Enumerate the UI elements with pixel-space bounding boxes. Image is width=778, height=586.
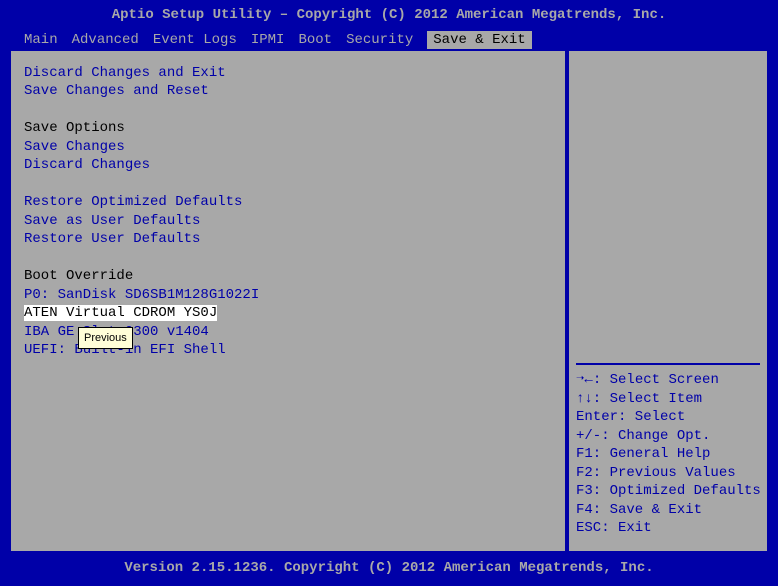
option-selected-aten-virtual-cdrom-ys0j[interactable]: ATEN Virtual CDROM YS0J xyxy=(24,305,217,321)
section-header-boot-override: Boot Override xyxy=(24,268,133,284)
title-text: Aptio Setup Utility – Copyright (C) 2012… xyxy=(112,7,667,23)
help-line: F2: Previous Values xyxy=(576,464,760,483)
footer-text: Version 2.15.1236. Copyright (C) 2012 Am… xyxy=(124,560,653,576)
option-discard-changes[interactable]: Discard Changes xyxy=(24,157,150,173)
option-save-changes[interactable]: Save Changes xyxy=(24,139,125,155)
help-keys: ➝←: Select Screen↑↓: Select ItemEnter: S… xyxy=(576,365,760,538)
menu-tab-event-logs[interactable]: Event Logs xyxy=(153,31,237,49)
section-header-save-options: Save Options xyxy=(24,120,125,136)
footer-bar: Version 2.15.1236. Copyright (C) 2012 Am… xyxy=(0,553,778,584)
content-area: Discard Changes and Exit Save Changes and… xyxy=(5,49,773,553)
help-line: ➝←: Select Screen xyxy=(576,371,760,390)
option-p0-sandisk-sd6sb1m128g1022i[interactable]: P0: SanDisk SD6SB1M128G1022I xyxy=(24,287,259,303)
right-panel: ➝←: Select Screen↑↓: Select ItemEnter: S… xyxy=(567,49,769,553)
bios-screen: Aptio Setup Utility – Copyright (C) 2012… xyxy=(0,0,778,586)
help-line: ↑↓: Select Item xyxy=(576,390,760,409)
menu-bar: Main Advanced Event Logs IPMI Boot Security Sa… xyxy=(0,31,778,49)
menu-tab-advanced[interactable]: Advanced xyxy=(72,31,139,49)
help-line: F1: General Help xyxy=(576,445,760,464)
option-discard-changes-and-exit[interactable]: Discard Changes and Exit xyxy=(24,65,226,81)
help-line: +/-: Change Opt. xyxy=(576,427,760,446)
help-line: ESC: Exit xyxy=(576,519,760,538)
help-line: F4: Save & Exit xyxy=(576,501,760,520)
option-save-as-user-defaults[interactable]: Save as User Defaults xyxy=(24,213,200,229)
option-restore-optimized-defaults[interactable]: Restore Optimized Defaults xyxy=(24,194,242,210)
menu-tab-ipmi[interactable]: IPMI xyxy=(251,31,285,49)
help-line: Enter: Select xyxy=(576,408,760,427)
option-restore-user-defaults[interactable]: Restore User Defaults xyxy=(24,231,200,247)
menu-tab-main[interactable]: Main xyxy=(24,31,58,49)
menu-tab-security[interactable]: Security xyxy=(346,31,413,49)
option-save-changes-and-reset[interactable]: Save Changes and Reset xyxy=(24,83,209,99)
menu-tab-save-exit[interactable]: Save & Exit xyxy=(427,31,531,49)
tooltip-previous: Previous xyxy=(78,327,133,350)
menu-tab-boot[interactable]: Boot xyxy=(298,31,332,49)
left-panel: Discard Changes and Exit Save Changes and… xyxy=(9,49,567,553)
title-bar: Aptio Setup Utility – Copyright (C) 2012… xyxy=(0,0,778,31)
help-line: F3: Optimized Defaults xyxy=(576,482,760,501)
help-top-spacer xyxy=(576,64,760,366)
